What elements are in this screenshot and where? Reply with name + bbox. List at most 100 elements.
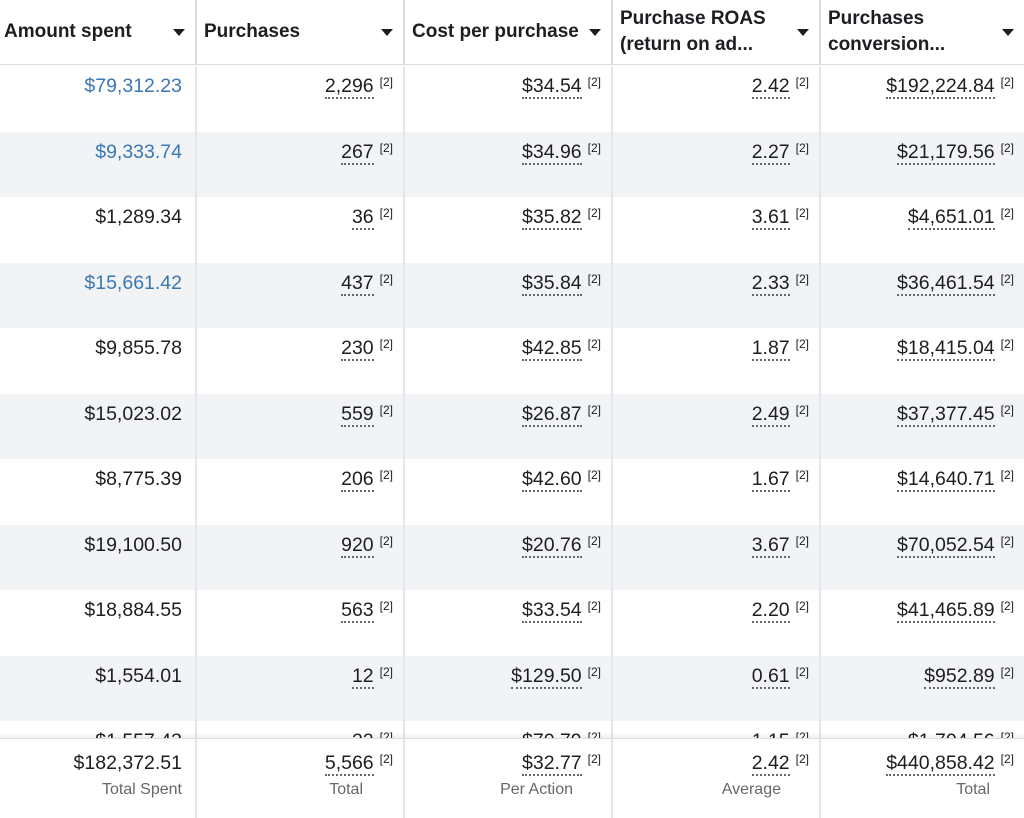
purchases-value[interactable]: 559 xyxy=(341,402,374,427)
footnote-ref[interactable]: [2] xyxy=(1000,75,1014,89)
footnote-ref[interactable]: [2] xyxy=(587,468,601,482)
footnote-ref[interactable]: [2] xyxy=(587,664,601,679)
column-header-cost-per-purchase[interactable]: Cost per purchase xyxy=(405,0,613,65)
column-header-purchase-roas[interactable]: Purchase ROAS (return on ad... xyxy=(613,0,821,65)
footnote-ref[interactable]: [2] xyxy=(795,140,809,155)
footnote-ref[interactable]: [2] xyxy=(795,75,809,89)
footnote-ref[interactable]: [2] xyxy=(379,75,393,89)
amount-spent-cell[interactable]: $15,661.42 xyxy=(0,262,197,328)
footnote-ref[interactable]: [2] xyxy=(379,206,393,220)
column-header-purchases[interactable]: Purchases xyxy=(197,0,405,65)
purchases-conversion-value[interactable]: $37,377.45 xyxy=(897,402,995,427)
footnote-ref[interactable]: [2] xyxy=(795,271,809,286)
footnote-ref[interactable]: [2] xyxy=(379,533,393,548)
purchases-value[interactable]: 563 xyxy=(341,599,374,623)
footnote-ref[interactable]: [2] xyxy=(795,206,809,220)
footnote-ref[interactable]: [2] xyxy=(379,468,393,482)
footnote-ref[interactable]: [2] xyxy=(1000,664,1014,679)
table-row[interactable]: $19,100.50 920 [2] $20.76 [2] 3.67 [2] $70,052.… xyxy=(0,524,1024,590)
table-row[interactable]: $15,023.02 559 [2] $26.87 [2] 2.49 [2] $37,377.… xyxy=(0,393,1024,459)
purchases-conversion-value[interactable]: $14,640.71 xyxy=(897,468,995,492)
purchases-value[interactable]: 22 xyxy=(351,730,374,739)
cost-per-purchase-value[interactable]: $35.84 xyxy=(522,271,582,296)
purchases-conversion-value[interactable]: $41,465.89 xyxy=(897,599,995,623)
table-row[interactable]: $1,557.43 22 [2] $70.79 [2] 1.15 [2] $1,704.56 [… xyxy=(0,721,1024,739)
cost-per-purchase-value[interactable]: $35.82 xyxy=(522,206,582,230)
purchase-roas-value[interactable]: 1.15 xyxy=(751,730,790,739)
purchase-roas-value[interactable]: 3.67 xyxy=(751,533,790,558)
cost-per-purchase-value[interactable]: $129.50 xyxy=(511,664,582,689)
footnote-ref[interactable]: [2] xyxy=(795,468,809,482)
purchase-roas-value[interactable]: 2.20 xyxy=(751,599,790,623)
table-body[interactable]: $79,312.23 2,296 [2] $34.54 [2] 2.42 [2] $192,2… xyxy=(0,66,1024,739)
purchase-roas-value[interactable]: 2.33 xyxy=(751,271,790,296)
purchase-roas-value[interactable]: 1.67 xyxy=(751,468,790,492)
footnote-ref[interactable]: [2] xyxy=(379,271,393,286)
purchases-conversion-value[interactable]: $36,461.54 xyxy=(897,271,995,296)
footnote-ref[interactable]: [2] xyxy=(1000,533,1014,548)
table-row[interactable]: $9,855.78 230 [2] $42.85 [2] 1.87 [2] $18,415.0… xyxy=(0,328,1024,394)
purchases-conversion-value[interactable]: $70,052.54 xyxy=(897,533,995,558)
footnote-ref[interactable]: [2] xyxy=(587,140,601,155)
cost-per-purchase-value[interactable]: $33.54 xyxy=(522,599,582,623)
purchases-value[interactable]: 920 xyxy=(341,533,374,558)
purchases-conversion-value[interactable]: $21,179.56 xyxy=(897,140,995,165)
purchase-roas-value[interactable]: 1.87 xyxy=(751,337,790,361)
footnote-ref[interactable]: [2] xyxy=(587,206,601,220)
purchases-conversion-value[interactable]: $1,704.56 xyxy=(907,730,995,739)
purchases-value[interactable]: 437 xyxy=(341,271,374,296)
footnote-ref[interactable]: [2] xyxy=(795,730,809,739)
footnote-ref[interactable]: [2] xyxy=(587,75,601,89)
table-row[interactable]: $15,661.42 437 [2] $35.84 [2] 2.33 [2] $36,461.… xyxy=(0,262,1024,328)
footnote-ref[interactable]: [2] xyxy=(1000,730,1014,739)
table-row[interactable]: $79,312.23 2,296 [2] $34.54 [2] 2.42 [2] $192,2… xyxy=(0,66,1024,132)
footnote-ref[interactable]: [2] xyxy=(795,599,809,613)
purchase-roas-value[interactable]: 3.61 xyxy=(751,206,790,230)
cost-per-purchase-value[interactable]: $20.76 xyxy=(522,533,582,558)
purchases-conversion-value[interactable]: $192,224.84 xyxy=(886,75,995,99)
cost-per-purchase-value[interactable]: $26.87 xyxy=(522,402,582,427)
cost-per-purchase-value[interactable]: $42.60 xyxy=(522,468,582,492)
purchase-roas-value[interactable]: 2.27 xyxy=(751,140,790,165)
footnote-ref[interactable]: [2] xyxy=(795,402,809,417)
purchase-roas-value[interactable]: 2.49 xyxy=(751,402,790,427)
purchases-value[interactable]: 2,296 xyxy=(324,75,374,99)
caret-down-icon[interactable] xyxy=(1002,28,1014,36)
footnote-ref[interactable]: [2] xyxy=(795,533,809,548)
footnote-ref[interactable]: [2] xyxy=(1000,402,1014,417)
footnote-ref[interactable]: [2] xyxy=(587,402,601,417)
caret-down-icon[interactable] xyxy=(589,28,601,36)
purchases-value[interactable]: 12 xyxy=(351,664,374,689)
caret-down-icon[interactable] xyxy=(797,28,809,36)
footnote-ref[interactable]: [2] xyxy=(1000,337,1014,351)
cost-per-purchase-value[interactable]: $34.96 xyxy=(522,140,582,165)
total-cpp-value[interactable]: $32.77 xyxy=(522,752,582,776)
purchase-roas-value[interactable]: 2.42 xyxy=(751,75,790,99)
footnote-ref[interactable]: [2] xyxy=(379,664,393,679)
footnote-ref[interactable]: [2] xyxy=(379,402,393,417)
purchases-value[interactable]: 267 xyxy=(341,140,374,165)
purchases-value[interactable]: 36 xyxy=(351,206,374,230)
purchases-value[interactable]: 206 xyxy=(341,468,374,492)
footnote-ref[interactable]: [2] xyxy=(379,752,393,766)
total-conv-value[interactable]: $440,858.42 xyxy=(886,752,995,776)
footnote-ref[interactable]: [2] xyxy=(1000,752,1014,766)
footnote-ref[interactable]: [2] xyxy=(1000,271,1014,286)
caret-down-icon[interactable] xyxy=(381,28,393,36)
footnote-ref[interactable]: [2] xyxy=(587,752,601,766)
footnote-ref[interactable]: [2] xyxy=(587,599,601,613)
column-header-purchases-conversion[interactable]: Purchases conversion... xyxy=(821,0,1024,65)
footnote-ref[interactable]: [2] xyxy=(1000,599,1014,613)
table-row[interactable]: $9,333.74 267 [2] $34.96 [2] 2.27 [2] $21,179.5… xyxy=(0,131,1024,197)
column-header-amount-spent[interactable]: Amount spent xyxy=(0,0,197,65)
footnote-ref[interactable]: [2] xyxy=(379,140,393,155)
cost-per-purchase-value[interactable]: $34.54 xyxy=(522,75,582,99)
purchases-conversion-value[interactable]: $18,415.04 xyxy=(897,337,995,361)
footnote-ref[interactable]: [2] xyxy=(587,337,601,351)
amount-spent-cell[interactable]: $79,312.23 xyxy=(0,66,197,132)
purchases-conversion-value[interactable]: $952.89 xyxy=(924,664,995,689)
cost-per-purchase-value[interactable]: $70.79 xyxy=(522,730,582,739)
cost-per-purchase-value[interactable]: $42.85 xyxy=(522,337,582,361)
footnote-ref[interactable]: [2] xyxy=(587,271,601,286)
purchases-value[interactable]: 230 xyxy=(341,337,374,361)
